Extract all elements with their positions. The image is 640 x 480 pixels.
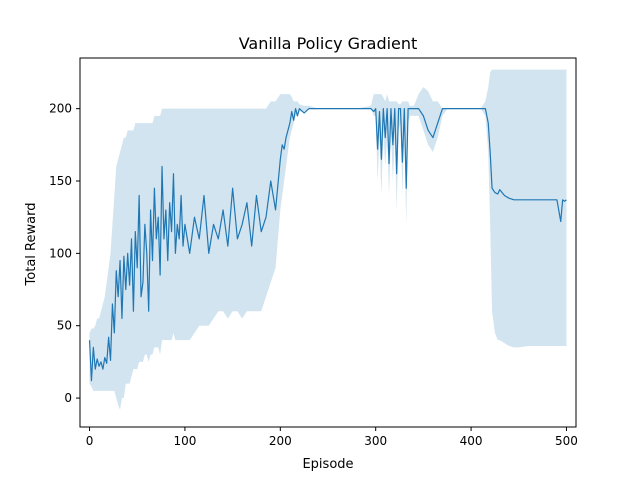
x-axis-label: Episode	[302, 457, 353, 472]
plot-layer	[88, 69, 567, 410]
confidence-band	[89, 69, 567, 410]
axes-layer: 0 100 200 300 400 500 0 50 100 150 200	[49, 57, 578, 448]
y-tick-label: 150	[49, 174, 72, 188]
x-tick-label: 100	[173, 434, 196, 448]
y-tick-label: 0	[64, 391, 72, 405]
y-tick-label: 50	[57, 319, 72, 333]
y-tick-label: 200	[49, 102, 72, 116]
y-axis-label: Total Reward	[24, 203, 39, 287]
x-tick-label: 200	[269, 434, 292, 448]
x-tick-label: 500	[555, 434, 578, 448]
y-tick-label: 100	[49, 246, 72, 260]
axes-frame	[79, 57, 577, 428]
mean-reward-line	[88, 108, 567, 382]
x-tick-label: 400	[460, 434, 483, 448]
chart-title: Vanilla Policy Gradient	[239, 34, 418, 53]
x-tick-label: 0	[86, 434, 94, 448]
x-tick-label: 300	[364, 434, 387, 448]
